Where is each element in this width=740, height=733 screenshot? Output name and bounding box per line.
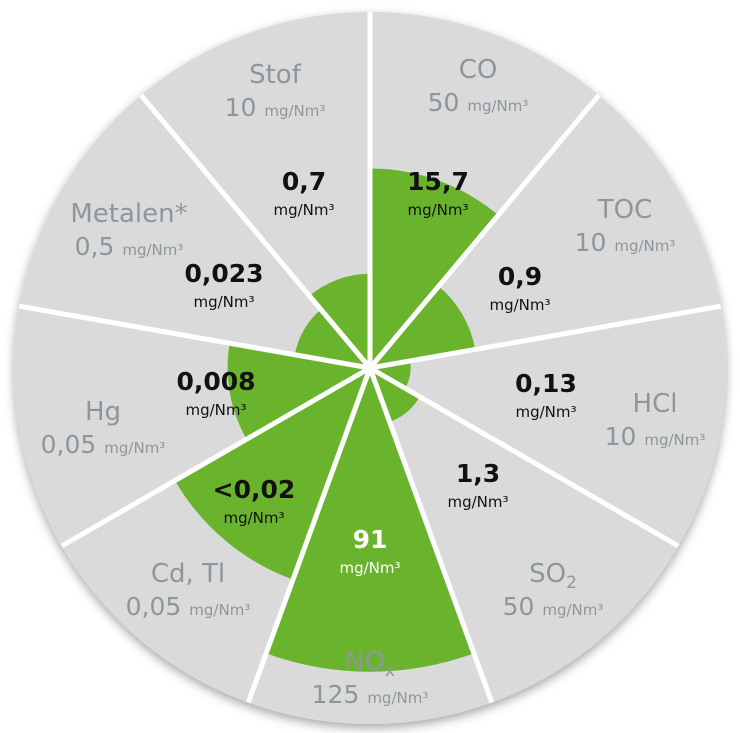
limit-value-hg: 0,05 mg/Nm³ (41, 430, 166, 459)
measured-unit-stof: mg/Nm³ (273, 201, 334, 219)
pollutant-label-co: CO (459, 55, 498, 85)
sector-hcl (370, 306, 727, 546)
sector-divider (18, 303, 371, 371)
sector-divider (139, 93, 372, 370)
sector-divider (60, 365, 372, 549)
measured-unit-co: mg/Nm³ (407, 201, 468, 219)
measured-value-so2: 1,3 (456, 459, 500, 488)
sector-toc (370, 95, 721, 368)
measured-value-metalen: 0,023 (184, 259, 263, 288)
measured-value-hcl: 0,13 (515, 369, 577, 398)
pollutant-label-cd-tl: Cd, Tl (151, 559, 225, 589)
measured-value-nox: 91 (353, 525, 388, 554)
limit-value-hcl: 10 mg/Nm³ (605, 422, 706, 451)
pollutant-label-hg: Hg (85, 397, 121, 427)
measured-unit-metalen: mg/Nm³ (193, 293, 254, 311)
measured-value-cd-tl: <0,02 (213, 475, 296, 504)
sector-divider (368, 93, 601, 370)
measured-wedge-nox (266, 368, 474, 672)
center-hub (365, 363, 375, 373)
sector-so2 (370, 368, 679, 703)
pollutant-label-nox: NOx (345, 647, 395, 681)
pollutant-label-stof: Stof (249, 60, 302, 90)
measured-unit-hcl: mg/Nm³ (515, 403, 576, 421)
sector-divider (368, 365, 680, 549)
pollutant-label-hcl: HCl (633, 389, 678, 419)
limit-value-so2: 50 mg/Nm³ (503, 592, 604, 621)
measured-value-co: 15,7 (407, 167, 469, 196)
limit-value-metalen: 0,5 mg/Nm³ (75, 232, 184, 261)
limit-value-stof: 10 mg/Nm³ (225, 93, 326, 122)
sector-divider (367, 367, 495, 704)
measured-unit-so2: mg/Nm³ (447, 493, 508, 511)
measured-wedge-stof (309, 273, 370, 368)
measured-value-toc: 0,9 (498, 262, 542, 291)
sector-divider (369, 303, 722, 371)
measured-wedge-toc (370, 286, 476, 368)
limit-value-cd-tl: 0,05 mg/Nm³ (126, 592, 251, 621)
pollutant-label-so2: SO2 (529, 559, 577, 593)
measured-wedge-so2 (370, 368, 420, 422)
pollutant-label-toc: TOC (597, 195, 653, 225)
measured-value-stof: 0,7 (282, 167, 326, 196)
dividers-layer (18, 12, 722, 704)
sectors-layer (13, 12, 727, 724)
measured-unit-toc: mg/Nm³ (489, 296, 550, 314)
measured-wedge-hg (227, 343, 370, 440)
sector-metalen (19, 95, 370, 368)
sector-stof (141, 12, 370, 368)
pollutant-label-metalen: Metalen* (70, 199, 187, 229)
measured-wedge-metalen (294, 309, 370, 368)
measured-wedge-co (370, 168, 499, 368)
measured-unit-cd-tl: mg/Nm³ (223, 509, 284, 527)
measured-value-hg: 0,008 (176, 367, 255, 396)
measured-wedge-cd-tl (175, 368, 370, 580)
measured-wedges-layer (175, 168, 499, 672)
limit-value-nox: 125 mg/Nm³ (312, 680, 429, 709)
measured-unit-hg: mg/Nm³ (185, 401, 246, 419)
sector-divider (245, 367, 373, 704)
labels-layer: CO 50 mg/Nm³ 15,7 mg/Nm³ TOC 10 mg/Nm³ 0,9 mg/N… (41, 55, 706, 709)
limit-value-co: 50 mg/Nm³ (428, 88, 529, 117)
measured-unit-nox: mg/Nm³ (339, 559, 400, 577)
limit-value-toc: 10 mg/Nm³ (575, 228, 676, 257)
